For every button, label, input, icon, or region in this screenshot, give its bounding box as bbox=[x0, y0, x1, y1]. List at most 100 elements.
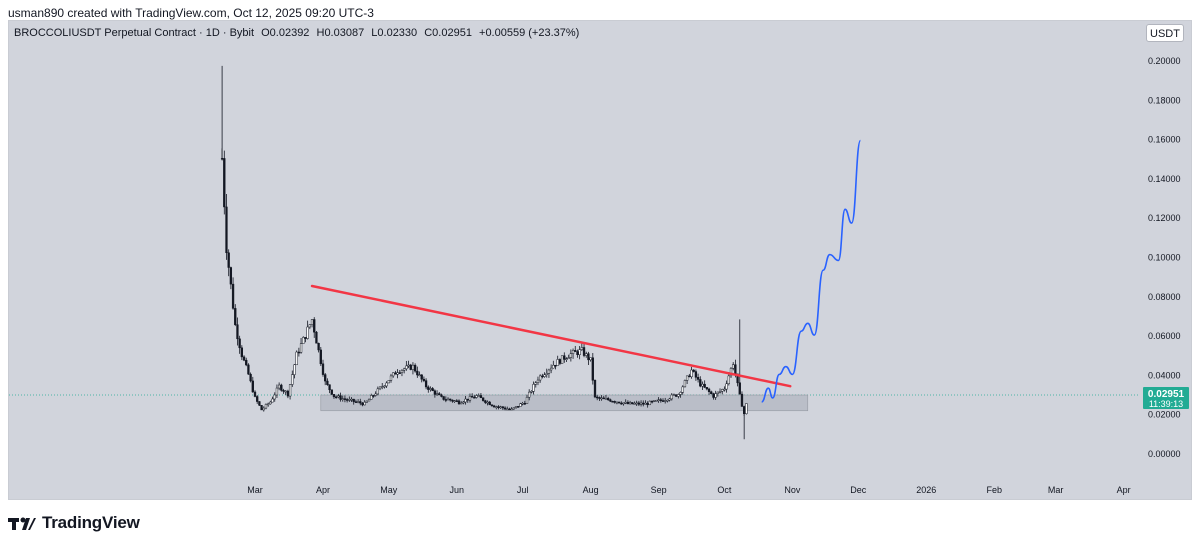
ohlc-open: O0.02392 bbox=[261, 27, 310, 39]
candle-body bbox=[337, 395, 340, 398]
candle-body bbox=[547, 369, 551, 374]
candle-body bbox=[345, 399, 349, 401]
price-label-box bbox=[1143, 387, 1189, 410]
x-tick-label: Apr bbox=[316, 485, 330, 495]
candle-body bbox=[549, 367, 553, 371]
candle-body bbox=[249, 373, 252, 382]
candle-body bbox=[387, 380, 390, 384]
candle-body bbox=[451, 399, 454, 402]
price-label-value: 0.02951 bbox=[1148, 389, 1185, 400]
candle-body bbox=[453, 400, 456, 402]
candle-body bbox=[457, 400, 461, 404]
candle-body bbox=[556, 359, 559, 366]
candle-body bbox=[576, 351, 579, 355]
candle-body bbox=[365, 400, 369, 403]
candle-body bbox=[299, 343, 303, 353]
x-tick-label: Mar bbox=[1048, 485, 1064, 495]
candle-body bbox=[229, 267, 233, 285]
candle-body bbox=[455, 400, 458, 402]
candle-body bbox=[440, 394, 443, 397]
candle-body bbox=[701, 383, 704, 387]
candle-body bbox=[587, 353, 590, 361]
candle-body bbox=[681, 386, 684, 393]
candle-body bbox=[317, 342, 320, 351]
x-tick-label: Dec bbox=[850, 485, 867, 495]
candle-body bbox=[710, 391, 713, 395]
candle-body bbox=[512, 407, 515, 410]
candle-body bbox=[558, 359, 562, 364]
candle-body bbox=[626, 401, 630, 405]
candle-body bbox=[696, 377, 700, 380]
candle-body bbox=[683, 380, 687, 388]
candle-body bbox=[727, 375, 730, 385]
symbol-legend: BROCCOLIUSDT Perpetual Contract · 1D · B… bbox=[14, 27, 583, 39]
candle-body bbox=[554, 364, 557, 367]
candle-body bbox=[409, 364, 412, 370]
chart-panel[interactable] bbox=[8, 20, 1192, 500]
x-tick-label: Sep bbox=[651, 485, 667, 495]
candle-body bbox=[646, 402, 649, 406]
candle-body bbox=[541, 375, 544, 378]
candle-body bbox=[743, 406, 746, 415]
ohlc-high: H0.03087 bbox=[316, 27, 365, 39]
candle-body bbox=[688, 375, 691, 378]
candle-body bbox=[473, 396, 476, 399]
candle-body bbox=[418, 374, 421, 377]
resistance-trendline bbox=[310, 284, 792, 388]
candle-body bbox=[429, 388, 432, 390]
candle-body bbox=[321, 363, 325, 375]
candle-body bbox=[580, 347, 583, 350]
candle-body bbox=[269, 401, 272, 405]
price-label-countdown: 11:39:13 bbox=[1149, 399, 1183, 409]
candle-body bbox=[661, 400, 665, 402]
candle-body bbox=[657, 399, 660, 401]
chart-credit: usman890 created with TradingView.com, O… bbox=[8, 6, 374, 20]
candle-body bbox=[609, 399, 612, 402]
candle-body bbox=[694, 371, 698, 378]
currency-button[interactable]: USDT bbox=[1146, 24, 1184, 42]
candle-body bbox=[721, 389, 724, 392]
candle-body bbox=[326, 380, 329, 385]
candle-body bbox=[462, 401, 465, 404]
candle-body bbox=[332, 394, 336, 398]
candle-body bbox=[534, 382, 537, 385]
candle-body bbox=[394, 372, 397, 375]
candle-body bbox=[725, 383, 728, 390]
candle-body bbox=[589, 357, 592, 361]
x-tick-label: Oct bbox=[717, 485, 732, 495]
support-zone bbox=[320, 394, 809, 412]
y-tick-label: 0.02000 bbox=[1148, 410, 1181, 420]
candle-body bbox=[339, 395, 342, 400]
candle-body bbox=[668, 398, 671, 401]
candle-body bbox=[446, 398, 450, 401]
candle-body bbox=[677, 394, 680, 397]
y-tick-label: 0.18000 bbox=[1148, 95, 1181, 105]
candle-body bbox=[392, 372, 395, 377]
candle-body bbox=[525, 396, 529, 404]
candle-body bbox=[639, 402, 643, 405]
candle-body bbox=[427, 386, 430, 390]
candle-body bbox=[238, 338, 241, 349]
candle-body bbox=[449, 398, 452, 401]
candle-body bbox=[486, 401, 489, 404]
candle-body bbox=[385, 382, 388, 387]
candle-body bbox=[539, 375, 542, 381]
candle-body bbox=[315, 331, 318, 344]
candle-body bbox=[335, 396, 338, 399]
candle-body bbox=[615, 401, 619, 404]
candle-body bbox=[501, 406, 505, 409]
x-tick-label: Feb bbox=[986, 485, 1002, 495]
candle-body bbox=[359, 401, 362, 404]
candle-body bbox=[288, 384, 292, 397]
candle-body bbox=[225, 206, 228, 254]
candle-body bbox=[433, 390, 437, 395]
footer: TradingView bbox=[8, 513, 140, 533]
candle-body bbox=[536, 379, 540, 383]
candle-body bbox=[245, 359, 248, 366]
candle-body bbox=[304, 337, 307, 339]
projection-path bbox=[761, 139, 862, 403]
candle-body bbox=[330, 389, 333, 395]
candle-body bbox=[521, 402, 524, 405]
candle-body bbox=[672, 394, 676, 396]
